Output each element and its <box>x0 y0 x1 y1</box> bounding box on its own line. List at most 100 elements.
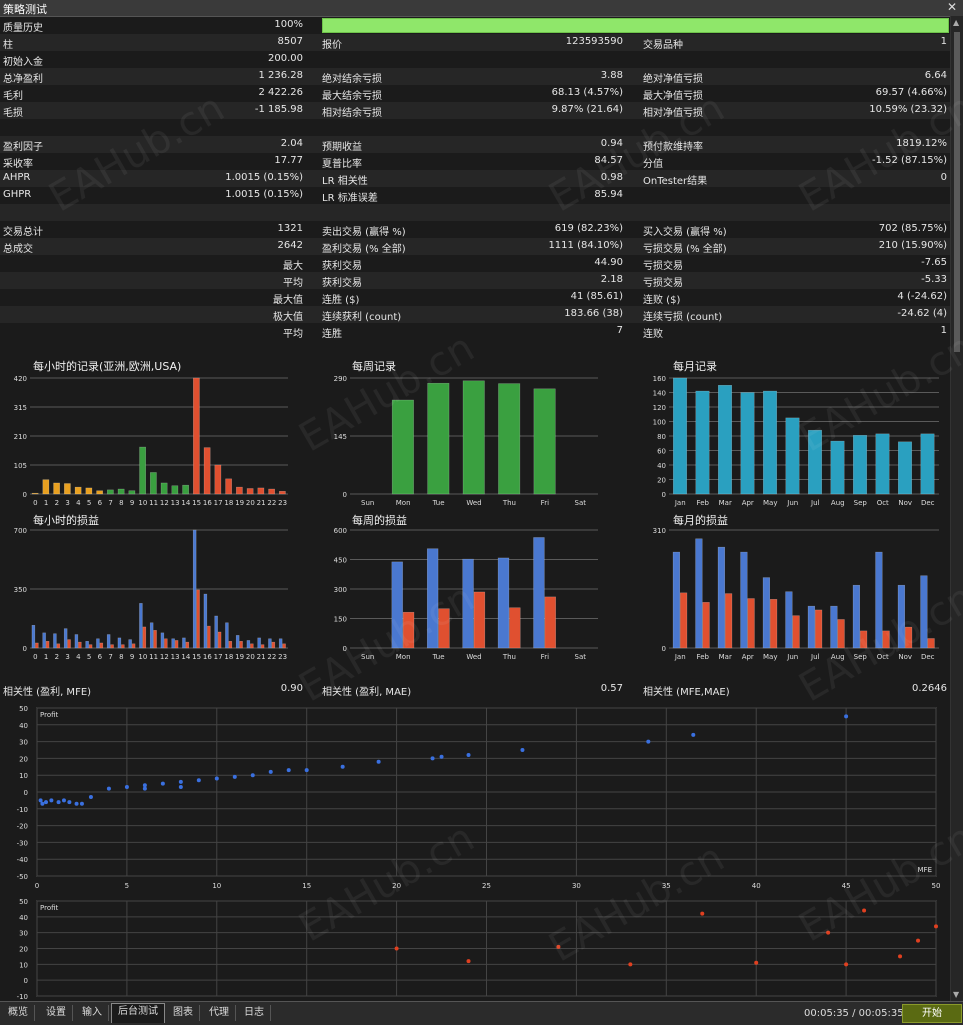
chart-title: 每月记录 <box>673 360 717 373</box>
stat-label: 亏损交易 <box>643 261 683 272</box>
stat-label: 连续亏损 (count) <box>643 312 723 323</box>
stats-row: 极大值 连续获利 (count) 183.66 (38) 连续亏损 (count) -2… <box>0 306 950 323</box>
stat-value: -24.62 (4) <box>897 308 947 319</box>
x-tick-label: 23 <box>278 653 287 661</box>
bar <box>78 641 82 649</box>
bar <box>927 638 935 649</box>
stat-label: 亏损交易 <box>643 278 683 289</box>
y-tick-label: -40 <box>17 856 28 864</box>
scatter-point <box>754 960 759 965</box>
tab-agents[interactable]: 代理 <box>203 1005 236 1021</box>
bar <box>725 593 733 649</box>
tab-inputs[interactable]: 输入 <box>76 1005 109 1021</box>
elapsed-time: 00:05:35 / 00:05:35 <box>804 1008 904 1019</box>
bar <box>402 611 415 649</box>
start-button[interactable]: 开始 <box>902 1004 962 1023</box>
tab-graph[interactable]: 图表 <box>167 1005 200 1021</box>
scatter-point <box>466 959 471 964</box>
vertical-scrollbar[interactable]: ▲ ▼ <box>950 16 963 1001</box>
scrollbar-thumb[interactable] <box>954 32 960 352</box>
x-tick-label: 17 <box>214 499 223 507</box>
bar <box>31 492 39 495</box>
tab-overview[interactable]: 概览 <box>2 1005 35 1021</box>
stat-value: 68.13 (4.57%) <box>551 87 623 98</box>
tab-backtest[interactable]: 后台测试 <box>111 1003 165 1023</box>
x-tick-label: Sep <box>854 653 868 661</box>
tab-journal[interactable]: 日志 <box>238 1005 271 1021</box>
scatter-point <box>106 786 111 791</box>
bar <box>717 546 726 649</box>
bar <box>807 605 816 649</box>
bar <box>164 638 168 649</box>
stat-value: 1111 (84.10%) <box>548 240 623 251</box>
scatter-point <box>74 801 79 806</box>
scatter-point <box>898 954 903 959</box>
bar <box>702 602 710 649</box>
scroll-up-icon[interactable]: ▲ <box>953 18 960 27</box>
stat-label: 报价 <box>322 40 342 51</box>
bar <box>64 483 71 495</box>
x-tick-label: 18 <box>224 653 233 661</box>
bar <box>920 433 935 495</box>
y-tick-label: 145 <box>334 433 347 441</box>
bar <box>174 640 179 649</box>
title-bar: 策略测试 ✕ <box>0 0 963 17</box>
stat-value: 619 (82.23%) <box>554 223 623 234</box>
correlation-row: 相关性 (盈利, MFE) 0.90 相关性 (盈利, MAE) 0.57 相关… <box>0 681 950 698</box>
x-tick-label: Feb <box>697 499 710 507</box>
corr-profit-mae-label: 相关性 (盈利, MAE) <box>322 687 412 698</box>
x-tick-label: 12 <box>160 499 169 507</box>
stat-label: 采收率 <box>3 159 33 170</box>
bar <box>239 641 243 649</box>
x-tick-label: Aug <box>831 499 845 507</box>
stat-label: 连续获利 (count) <box>322 312 402 323</box>
x-tick-label: Nov <box>898 499 912 507</box>
scatter-point <box>466 753 471 758</box>
stat-value: 8507 <box>277 36 303 47</box>
x-tick-label: 0 <box>33 499 37 507</box>
bar <box>898 441 912 495</box>
y-tick-label: 350 <box>14 586 27 594</box>
bar <box>427 382 450 495</box>
tab-settings[interactable]: 设置 <box>40 1005 73 1021</box>
x-tick-label: Sat <box>575 499 587 507</box>
x-tick-label: 3 <box>65 499 69 507</box>
stat-value: 84.57 <box>594 155 623 166</box>
x-tick-label: 14 <box>181 499 190 507</box>
x-tick-label: 35 <box>662 882 671 890</box>
x-tick-label: Jun <box>786 499 798 507</box>
y-tick-label: 80 <box>657 433 666 441</box>
bottom-tab-bar: 概览 设置 输入 后台测试 图表 代理 日志 00:05:35 / 00:05:… <box>0 1001 963 1025</box>
y-tick-label: 290 <box>334 375 347 383</box>
bar <box>160 632 165 649</box>
scatter-point <box>142 786 147 791</box>
x-tick-label: 2 <box>55 653 59 661</box>
x-tick-label: 4 <box>76 653 81 661</box>
scatter-point <box>844 714 849 719</box>
bar <box>391 399 414 495</box>
scroll-down-icon[interactable]: ▼ <box>953 990 960 999</box>
y-tick-label: 310 <box>653 527 666 535</box>
bar <box>837 619 845 649</box>
bar <box>225 478 232 495</box>
stat-value: 702 (85.75%) <box>878 223 947 234</box>
y-tick-label: -10 <box>17 806 28 814</box>
stat-label: 最大净值亏损 <box>643 91 703 102</box>
history-quality-bar <box>322 18 949 33</box>
bar <box>192 529 197 649</box>
x-tick-label: Mon <box>396 653 411 661</box>
scatter-point <box>124 784 129 789</box>
x-tick-label: Nov <box>898 653 912 661</box>
bar <box>149 622 154 649</box>
stat-value: 2 422.26 <box>258 87 303 98</box>
axis-label: Profit <box>40 904 59 912</box>
y-tick-label: -30 <box>17 839 28 847</box>
stat-label: 毛利 <box>3 91 23 102</box>
y-tick-label: 50 <box>19 898 28 906</box>
close-icon[interactable]: ✕ <box>946 0 957 14</box>
stat-label: 连胜 ($) <box>322 295 360 306</box>
bar <box>792 615 800 649</box>
x-tick-label: Tue <box>432 653 445 661</box>
x-tick-label: 22 <box>267 499 276 507</box>
